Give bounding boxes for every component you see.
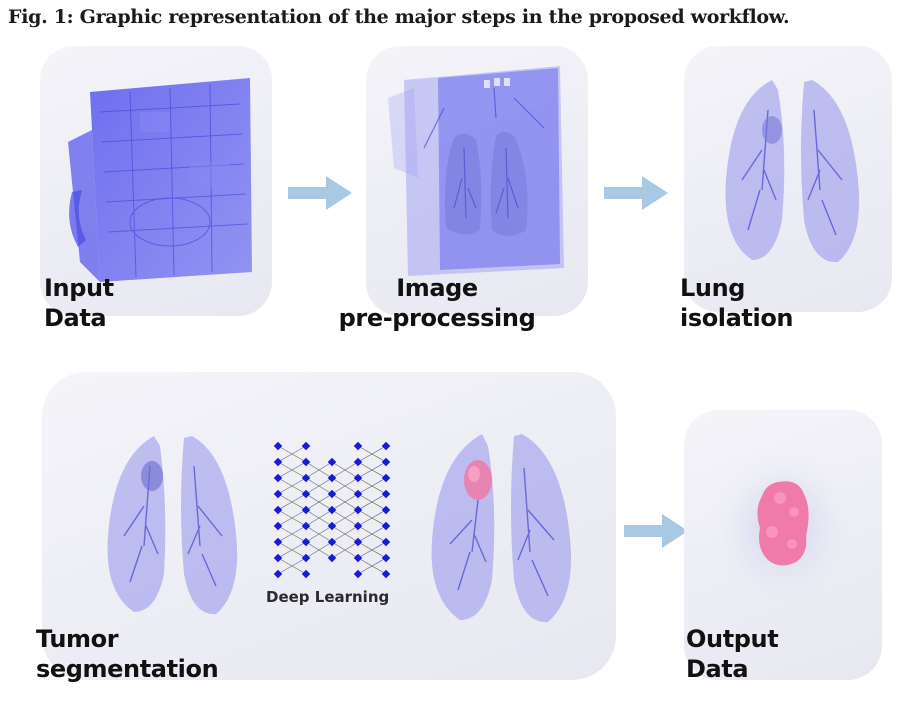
tumor-output-illustration (711, 448, 855, 608)
segmented-lungs-illustration (431, 434, 572, 623)
input-data-label: Input Data (44, 274, 114, 332)
arrow-icon (624, 514, 688, 548)
image-preprocessing-label: Image pre-processing (338, 274, 536, 332)
preprocessing-illustration (388, 66, 564, 276)
deep-learning-label: Deep Learning (266, 588, 390, 606)
output-data-label: Output Data (686, 625, 779, 683)
arrow-icon (604, 176, 668, 210)
arrow-icon (288, 176, 352, 210)
ct-volume-illustration (68, 78, 252, 282)
lung-isolation-label: Lung isolation (680, 274, 794, 332)
tumor-segmentation-label: Tumor segmentation (36, 625, 219, 683)
deep-learning-network-icon (273, 441, 391, 579)
figure-caption: Fig. 1: Graphic representation of the ma… (8, 6, 790, 28)
isolated-lungs-illustration (725, 80, 860, 263)
lungs-with-tumor-illustration (107, 436, 238, 615)
